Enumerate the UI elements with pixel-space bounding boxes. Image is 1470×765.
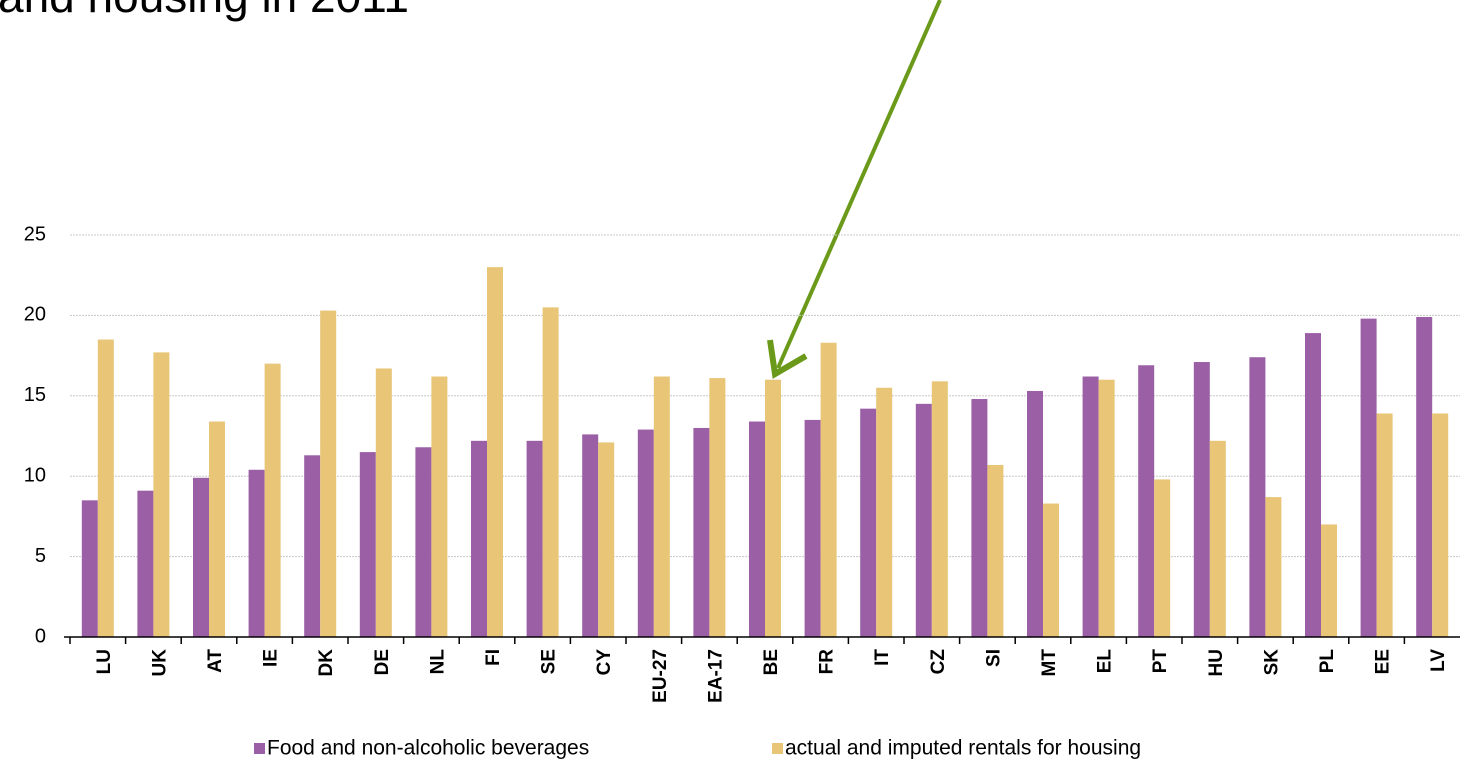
bar (804, 419, 821, 637)
y-tick-label: 0 (35, 625, 46, 647)
x-tick-label: LU (94, 649, 115, 674)
bar (375, 368, 392, 637)
x-tick-label: UK (149, 649, 170, 677)
bar (415, 447, 432, 637)
x-tick-label: EE (1373, 649, 1394, 674)
x-tick-label: LV (1428, 649, 1449, 672)
x-tick-label: MT (1039, 649, 1060, 677)
bar (471, 440, 487, 637)
x-tick-label: SI (983, 649, 1004, 667)
x-tick-label: CZ (928, 649, 949, 675)
x-tick-label: BE (761, 649, 782, 675)
x-tick-label: SE (539, 649, 560, 674)
bar (709, 378, 726, 637)
bar (971, 399, 988, 637)
x-tick-label: PT (1150, 649, 1171, 674)
x-tick-label: EA-17 (705, 649, 726, 703)
bar (598, 442, 615, 637)
bar (637, 429, 654, 637)
y-tick-label: 10 (24, 464, 46, 486)
bar (1360, 318, 1377, 637)
bar (820, 342, 837, 637)
bar (320, 310, 337, 637)
x-tick-label: AT (205, 649, 226, 673)
bar (264, 363, 281, 637)
x-tick-label: CY (594, 649, 615, 676)
y-tick-label: 5 (35, 545, 46, 567)
bar (987, 464, 1004, 637)
legend-swatch (772, 743, 783, 754)
bar (431, 376, 448, 637)
x-tick-label: FR (817, 649, 838, 675)
x-tick-label: IE (261, 649, 282, 667)
bar (915, 403, 932, 637)
bar (653, 376, 670, 637)
bar (153, 352, 170, 637)
bar (693, 427, 710, 637)
bar (1416, 317, 1433, 637)
bar (1321, 524, 1337, 637)
bar (304, 455, 321, 637)
legend-label: Food and non-alcoholic beverages (267, 737, 589, 760)
x-tick-label: DE (372, 649, 393, 675)
bar (1432, 413, 1449, 637)
x-tick-label: EL (1095, 649, 1116, 674)
chart-title: and housing in 2011 (0, 0, 409, 22)
bar (359, 452, 376, 637)
bar (1082, 376, 1099, 637)
x-tick-label: PL (1317, 649, 1338, 674)
bar (1043, 503, 1059, 637)
y-tick-label: 15 (24, 384, 46, 406)
x-tick-label: IT (872, 649, 893, 666)
bar (193, 477, 209, 637)
bar (1265, 497, 1282, 637)
x-tick-label: DK (316, 649, 337, 677)
bar (1138, 365, 1155, 637)
y-tick-label: 20 (24, 304, 46, 326)
bar (81, 500, 98, 637)
legend-label: actual and imputed rentals for housing (785, 737, 1141, 760)
bar (542, 307, 559, 637)
bar (876, 387, 893, 637)
bar (1305, 333, 1321, 637)
bar (1249, 357, 1266, 637)
x-tick-label: SK (1261, 649, 1282, 676)
x-tick-label: FI (483, 649, 504, 666)
arrow-shaft (776, 0, 942, 369)
arrow-head (767, 339, 808, 379)
x-tick-label: NL (427, 649, 448, 675)
bar (931, 381, 948, 637)
bar (765, 379, 781, 637)
bar (526, 440, 543, 637)
bar (1209, 440, 1226, 637)
y-tick-label: 25 (24, 223, 46, 245)
bar (860, 408, 877, 637)
arrow (767, 0, 942, 379)
bar (1376, 413, 1393, 637)
bar (1098, 379, 1115, 637)
bar (749, 421, 765, 637)
bar (487, 267, 503, 637)
bar (137, 490, 154, 637)
legend-swatch (254, 743, 265, 754)
bar (1154, 479, 1171, 637)
bar (582, 434, 599, 637)
bar (1193, 362, 1210, 637)
bar (97, 339, 114, 637)
bar (1027, 390, 1043, 637)
x-tick-label: EU-27 (650, 649, 671, 703)
bar (248, 469, 265, 637)
bar (209, 421, 225, 637)
x-tick-label: HU (1206, 649, 1227, 676)
